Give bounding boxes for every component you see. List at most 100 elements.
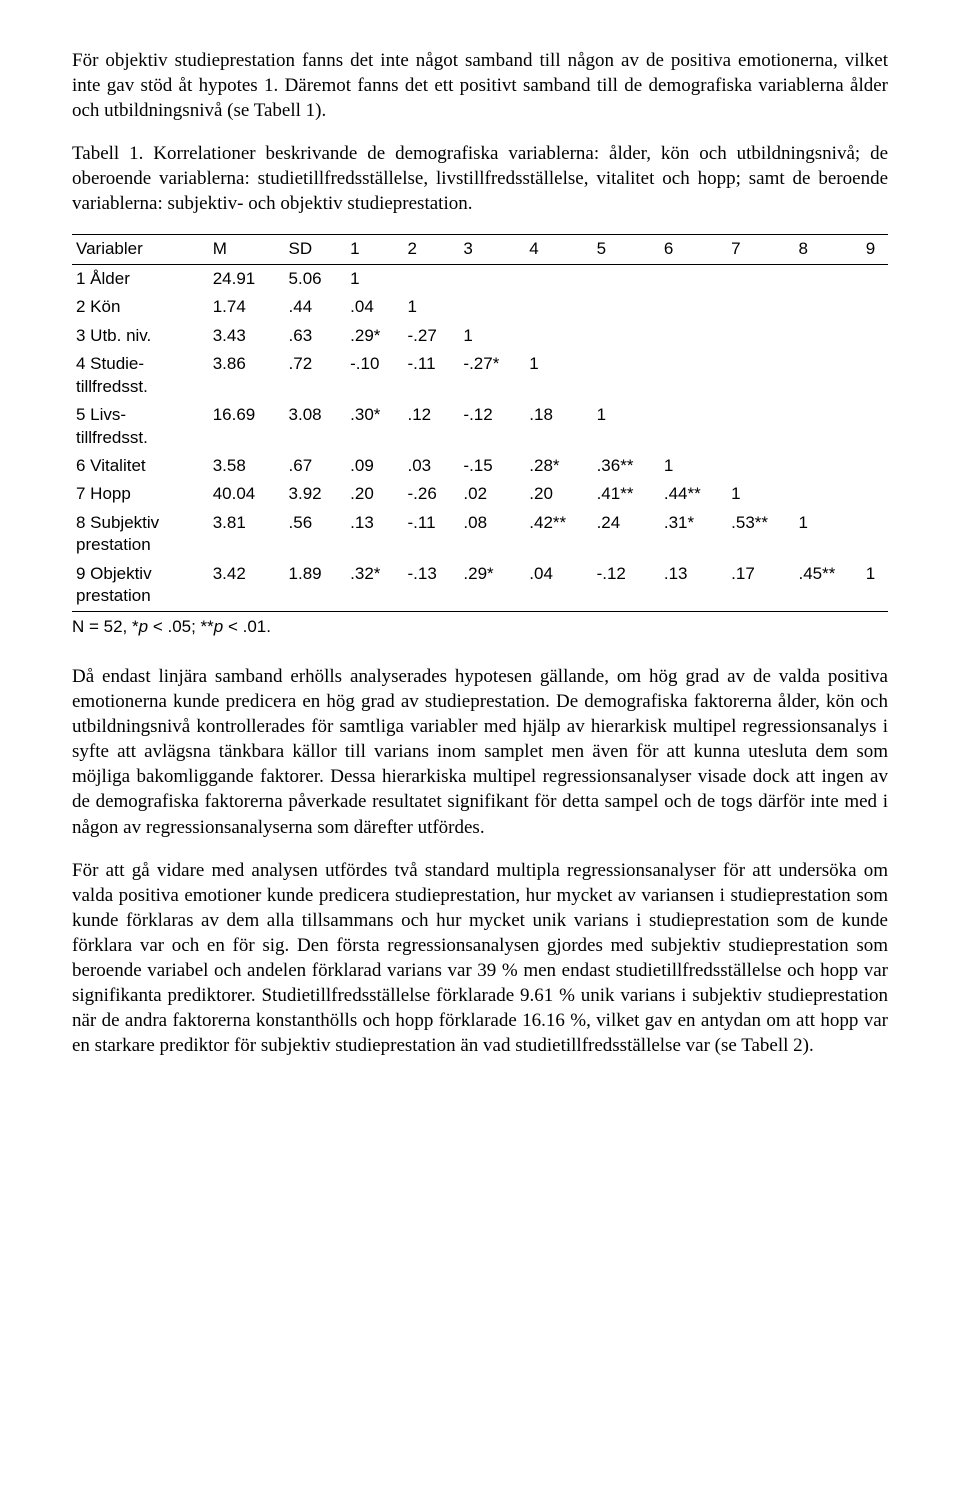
cell: .20: [525, 480, 592, 508]
cell: -.27*: [459, 350, 525, 401]
cell: .45**: [794, 560, 861, 611]
cell: 1: [794, 509, 861, 560]
cell: .28*: [525, 452, 592, 480]
cell: -.12: [459, 401, 525, 452]
cell: .12: [404, 401, 460, 452]
cell: .04: [525, 560, 592, 611]
cell: 1.89: [285, 560, 347, 611]
row-label: 6 Vitalitet: [72, 452, 209, 480]
cell: 5.06: [285, 264, 347, 293]
cell: [794, 480, 861, 508]
cell: .09: [346, 452, 403, 480]
table-row: 3 Utb. niv.3.43.63.29*-.271: [72, 322, 888, 350]
cell: 3.42: [209, 560, 285, 611]
cell: [525, 322, 592, 350]
col-9: 9: [862, 235, 888, 264]
cell: -.11: [404, 350, 460, 401]
correlation-table: Variabler M SD 1 2 3 4 5 6 7 8 9 1 Ålder…: [72, 234, 888, 611]
col-m: M: [209, 235, 285, 264]
cell: [794, 322, 861, 350]
cell: -.13: [404, 560, 460, 611]
row-label: 7 Hopp: [72, 480, 209, 508]
table-header-row: Variabler M SD 1 2 3 4 5 6 7 8 9: [72, 235, 888, 264]
cell: .36**: [593, 452, 660, 480]
cell: [794, 401, 861, 452]
cell: .03: [404, 452, 460, 480]
paragraph-results-2: För att gå vidare med analysen utfördes …: [72, 858, 888, 1059]
table-caption: Tabell 1. Korrelationer beskrivande de d…: [72, 141, 888, 216]
cell: 1: [660, 452, 727, 480]
cell: [727, 322, 794, 350]
cell: [727, 401, 794, 452]
cell: -.12: [593, 560, 660, 611]
cell: [794, 264, 861, 293]
cell: .24: [593, 509, 660, 560]
cell: [862, 509, 888, 560]
table-row: 9 Objektivprestation3.421.89.32*-.13.29*…: [72, 560, 888, 611]
cell: 3.58: [209, 452, 285, 480]
row-label: 4 Studie-tillfredsst.: [72, 350, 209, 401]
cell: [727, 264, 794, 293]
page: För objektiv studieprestation fanns det …: [0, 0, 960, 1132]
cell: .42**: [525, 509, 592, 560]
cell: 1: [346, 264, 403, 293]
cell: [794, 452, 861, 480]
note-p2: p: [214, 617, 223, 636]
table-row: 1 Ålder24.915.061: [72, 264, 888, 293]
cell: .30*: [346, 401, 403, 452]
col-3: 3: [459, 235, 525, 264]
cell: [660, 322, 727, 350]
cell: .29*: [346, 322, 403, 350]
table-row: 7 Hopp40.043.92.20-.26.02.20.41**.44**1: [72, 480, 888, 508]
table-row: 5 Livs-tillfredsst.16.693.08.30*.12-.12.…: [72, 401, 888, 452]
cell: .53**: [727, 509, 794, 560]
table-row: 8 Subjektivprestation3.81.56.13-.11.08.4…: [72, 509, 888, 560]
cell: [525, 293, 592, 321]
cell: 1: [727, 480, 794, 508]
col-6: 6: [660, 235, 727, 264]
col-1: 1: [346, 235, 403, 264]
cell: .04: [346, 293, 403, 321]
note-prefix: N = 52, *: [72, 617, 139, 636]
col-7: 7: [727, 235, 794, 264]
cell: 1: [525, 350, 592, 401]
cell: .32*: [346, 560, 403, 611]
cell: [660, 293, 727, 321]
cell: .17: [727, 560, 794, 611]
cell: [593, 350, 660, 401]
note-mid: < .05; **: [148, 617, 214, 636]
cell: .18: [525, 401, 592, 452]
cell: [862, 401, 888, 452]
row-label: 1 Ålder: [72, 264, 209, 293]
col-4: 4: [525, 235, 592, 264]
row-label: 8 Subjektivprestation: [72, 509, 209, 560]
col-8: 8: [794, 235, 861, 264]
paragraph-intro: För objektiv studieprestation fanns det …: [72, 48, 888, 123]
cell: .02: [459, 480, 525, 508]
cell: [593, 264, 660, 293]
cell: .44**: [660, 480, 727, 508]
table-row: 2 Kön1.74.44.041: [72, 293, 888, 321]
cell: .31*: [660, 509, 727, 560]
cell: .41**: [593, 480, 660, 508]
col-sd: SD: [285, 235, 347, 264]
cell: [660, 350, 727, 401]
cell: 3.81: [209, 509, 285, 560]
cell: [404, 264, 460, 293]
cell: -.10: [346, 350, 403, 401]
cell: 3.92: [285, 480, 347, 508]
cell: [862, 480, 888, 508]
table-note: N = 52, *p < .05; **p < .01.: [72, 616, 888, 638]
cell: 1.74: [209, 293, 285, 321]
cell: [459, 293, 525, 321]
cell: 1: [593, 401, 660, 452]
cell: .44: [285, 293, 347, 321]
paragraph-results-1: Då endast linjära samband erhölls analys…: [72, 664, 888, 840]
cell: 16.69: [209, 401, 285, 452]
cell: [593, 322, 660, 350]
table-body: 1 Ålder24.915.0612 Kön1.74.44.0413 Utb. …: [72, 264, 888, 611]
row-label: 5 Livs-tillfredsst.: [72, 401, 209, 452]
col-variabler: Variabler: [72, 235, 209, 264]
cell: -.26: [404, 480, 460, 508]
cell: [727, 293, 794, 321]
